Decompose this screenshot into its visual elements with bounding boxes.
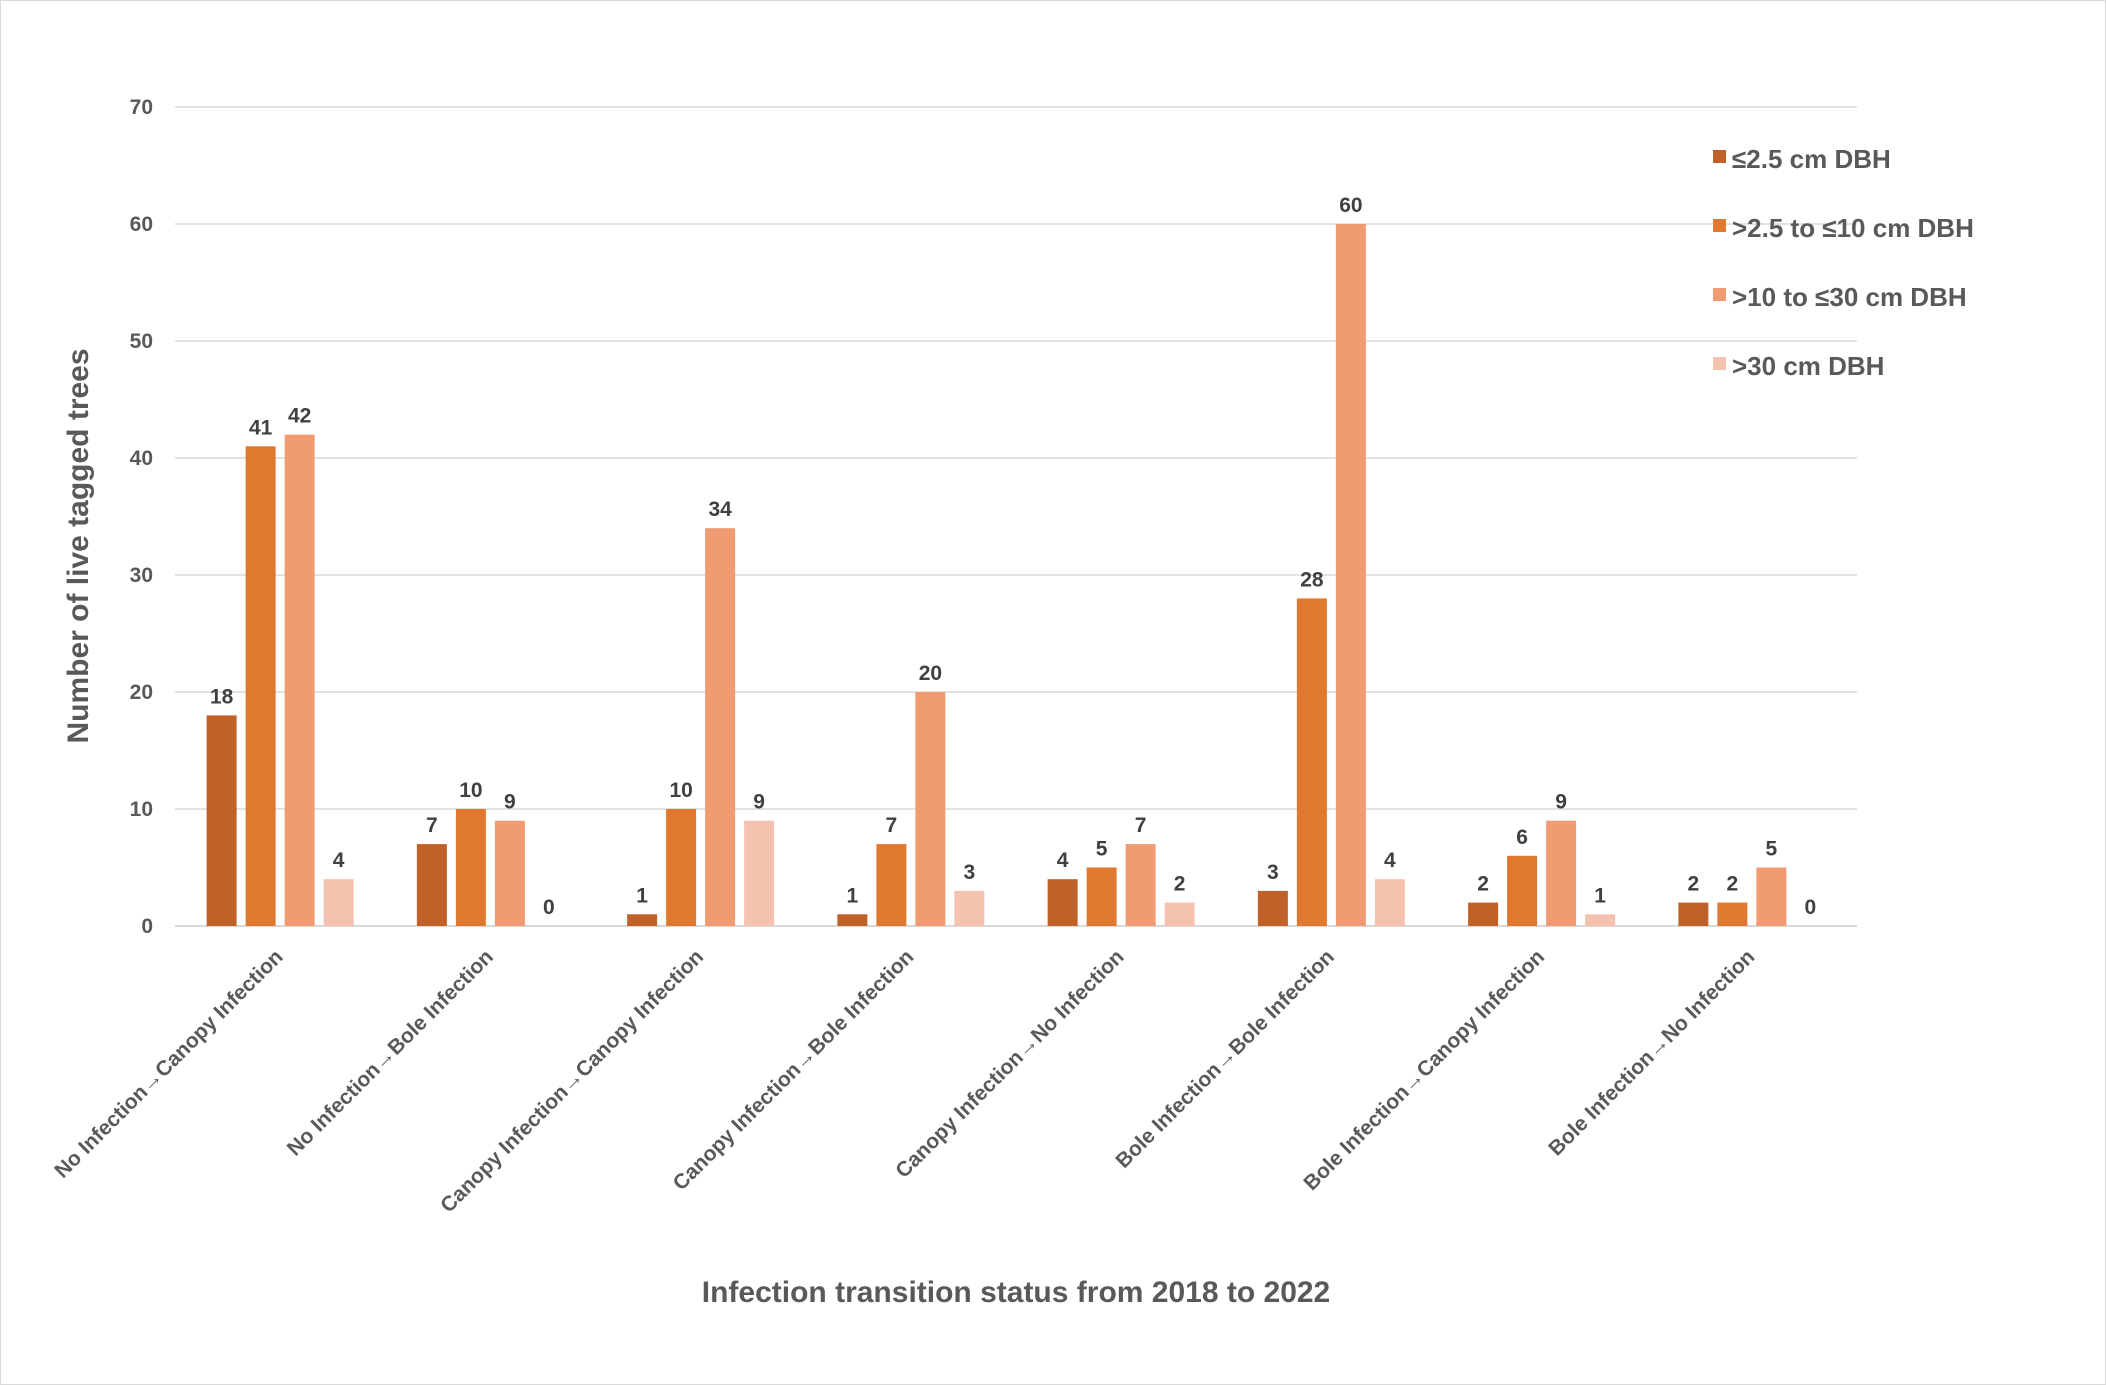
data-label: 9 [504, 791, 516, 814]
bar [1507, 855, 1538, 926]
x-category-label: Bole Infection→Bole Infection [1111, 945, 1338, 1172]
data-label: 3 [964, 861, 976, 884]
y-tick-label: 60 [130, 213, 153, 236]
data-label: 41 [249, 416, 273, 439]
y-tick-label: 0 [141, 915, 153, 938]
legend-label: >30 cm DBH [1732, 351, 1884, 381]
legend: ≤2.5 cm DBH >2.5 to ≤10 cm DBH >10 to ≤30 … [1713, 144, 1974, 381]
legend-label: >2.5 to ≤10 cm DBH [1732, 213, 1974, 243]
bar [416, 844, 447, 926]
bar [1125, 844, 1156, 926]
bar [1164, 902, 1195, 926]
data-label: 7 [1135, 814, 1147, 837]
data-label: 1 [1594, 884, 1606, 907]
bar [627, 914, 658, 926]
bar [666, 809, 697, 926]
bar [705, 528, 736, 926]
data-label: 3 [1267, 861, 1279, 884]
bar [1335, 224, 1366, 926]
bar [245, 446, 276, 926]
x-category-label: Bole Infection→No Infection [1544, 945, 1759, 1160]
bar [1585, 914, 1616, 926]
bar [1717, 902, 1748, 926]
data-label: 4 [333, 849, 345, 872]
x-category-label: Canopy Infection→Bole Infection [669, 945, 919, 1195]
bar [1257, 890, 1288, 926]
y-tick-label: 10 [130, 798, 153, 821]
data-label: 28 [1300, 568, 1324, 591]
x-category-label: No Infection→Bole Infection [283, 945, 498, 1160]
bar [876, 844, 907, 926]
data-label: 2 [1174, 873, 1186, 896]
data-label: 9 [753, 791, 765, 814]
data-label: 42 [288, 405, 311, 428]
y-tick-label: 50 [130, 330, 153, 353]
legend-swatch [1713, 288, 1726, 301]
bar [1468, 902, 1499, 926]
legend-swatch [1713, 150, 1726, 163]
bars [206, 224, 1787, 926]
data-label: 34 [708, 498, 732, 521]
legend-swatch [1713, 219, 1726, 232]
data-label: 2 [1727, 873, 1739, 896]
data-label: 2 [1688, 873, 1700, 896]
bar [954, 890, 985, 926]
data-label: 1 [847, 884, 859, 907]
data-label: 60 [1339, 194, 1362, 217]
bar [1296, 598, 1327, 926]
y-tick-label: 20 [130, 681, 153, 704]
bar [494, 820, 525, 926]
bar [1756, 867, 1787, 926]
data-label: 2 [1477, 873, 1489, 896]
y-tick-label: 40 [130, 447, 153, 470]
bar [1678, 902, 1709, 926]
x-category-label: Bole Infection→Canopy Infection [1299, 945, 1549, 1195]
data-label: 4 [1057, 849, 1069, 872]
data-label: 20 [919, 662, 942, 685]
data-label: 0 [543, 896, 555, 919]
bar [1374, 879, 1405, 926]
data-label: 0 [1805, 896, 1817, 919]
bar [455, 809, 486, 926]
data-label: 10 [459, 779, 482, 802]
data-label: 7 [886, 814, 898, 837]
bar [323, 879, 354, 926]
bar [206, 715, 237, 926]
bar [837, 914, 868, 926]
data-label: 5 [1766, 838, 1778, 861]
bar [915, 692, 946, 926]
x-axis-title: Infection transition status from 2018 to… [702, 1276, 1331, 1309]
legend-label: ≤2.5 cm DBH [1732, 144, 1891, 174]
x-category-label: No Infection→Canopy Infection [50, 945, 287, 1182]
legend-swatch [1713, 357, 1726, 370]
bar [1047, 879, 1078, 926]
x-category-label: Canopy Infection→Canopy Infection [436, 945, 708, 1217]
legend-label: >10 to ≤30 cm DBH [1732, 282, 1967, 312]
y-axis-ticks: 0 10 20 30 40 50 60 70 [130, 96, 153, 938]
y-axis-title: Number of live tagged trees [62, 348, 95, 743]
y-tick-label: 30 [130, 564, 153, 587]
gridlines [175, 106, 1857, 927]
y-tick-label: 70 [130, 96, 153, 119]
data-label: 1 [636, 884, 648, 907]
data-label: 6 [1516, 826, 1528, 849]
data-label: 18 [210, 685, 234, 708]
bar [744, 820, 775, 926]
data-label: 5 [1096, 838, 1108, 861]
data-label: 10 [669, 779, 692, 802]
x-category-label: Canopy Infection→No Infection [891, 945, 1128, 1182]
bar [1086, 867, 1117, 926]
data-label: 9 [1555, 791, 1567, 814]
bar [284, 434, 315, 926]
data-label: 4 [1384, 849, 1396, 872]
bar [1546, 820, 1577, 926]
data-label: 7 [426, 814, 438, 837]
